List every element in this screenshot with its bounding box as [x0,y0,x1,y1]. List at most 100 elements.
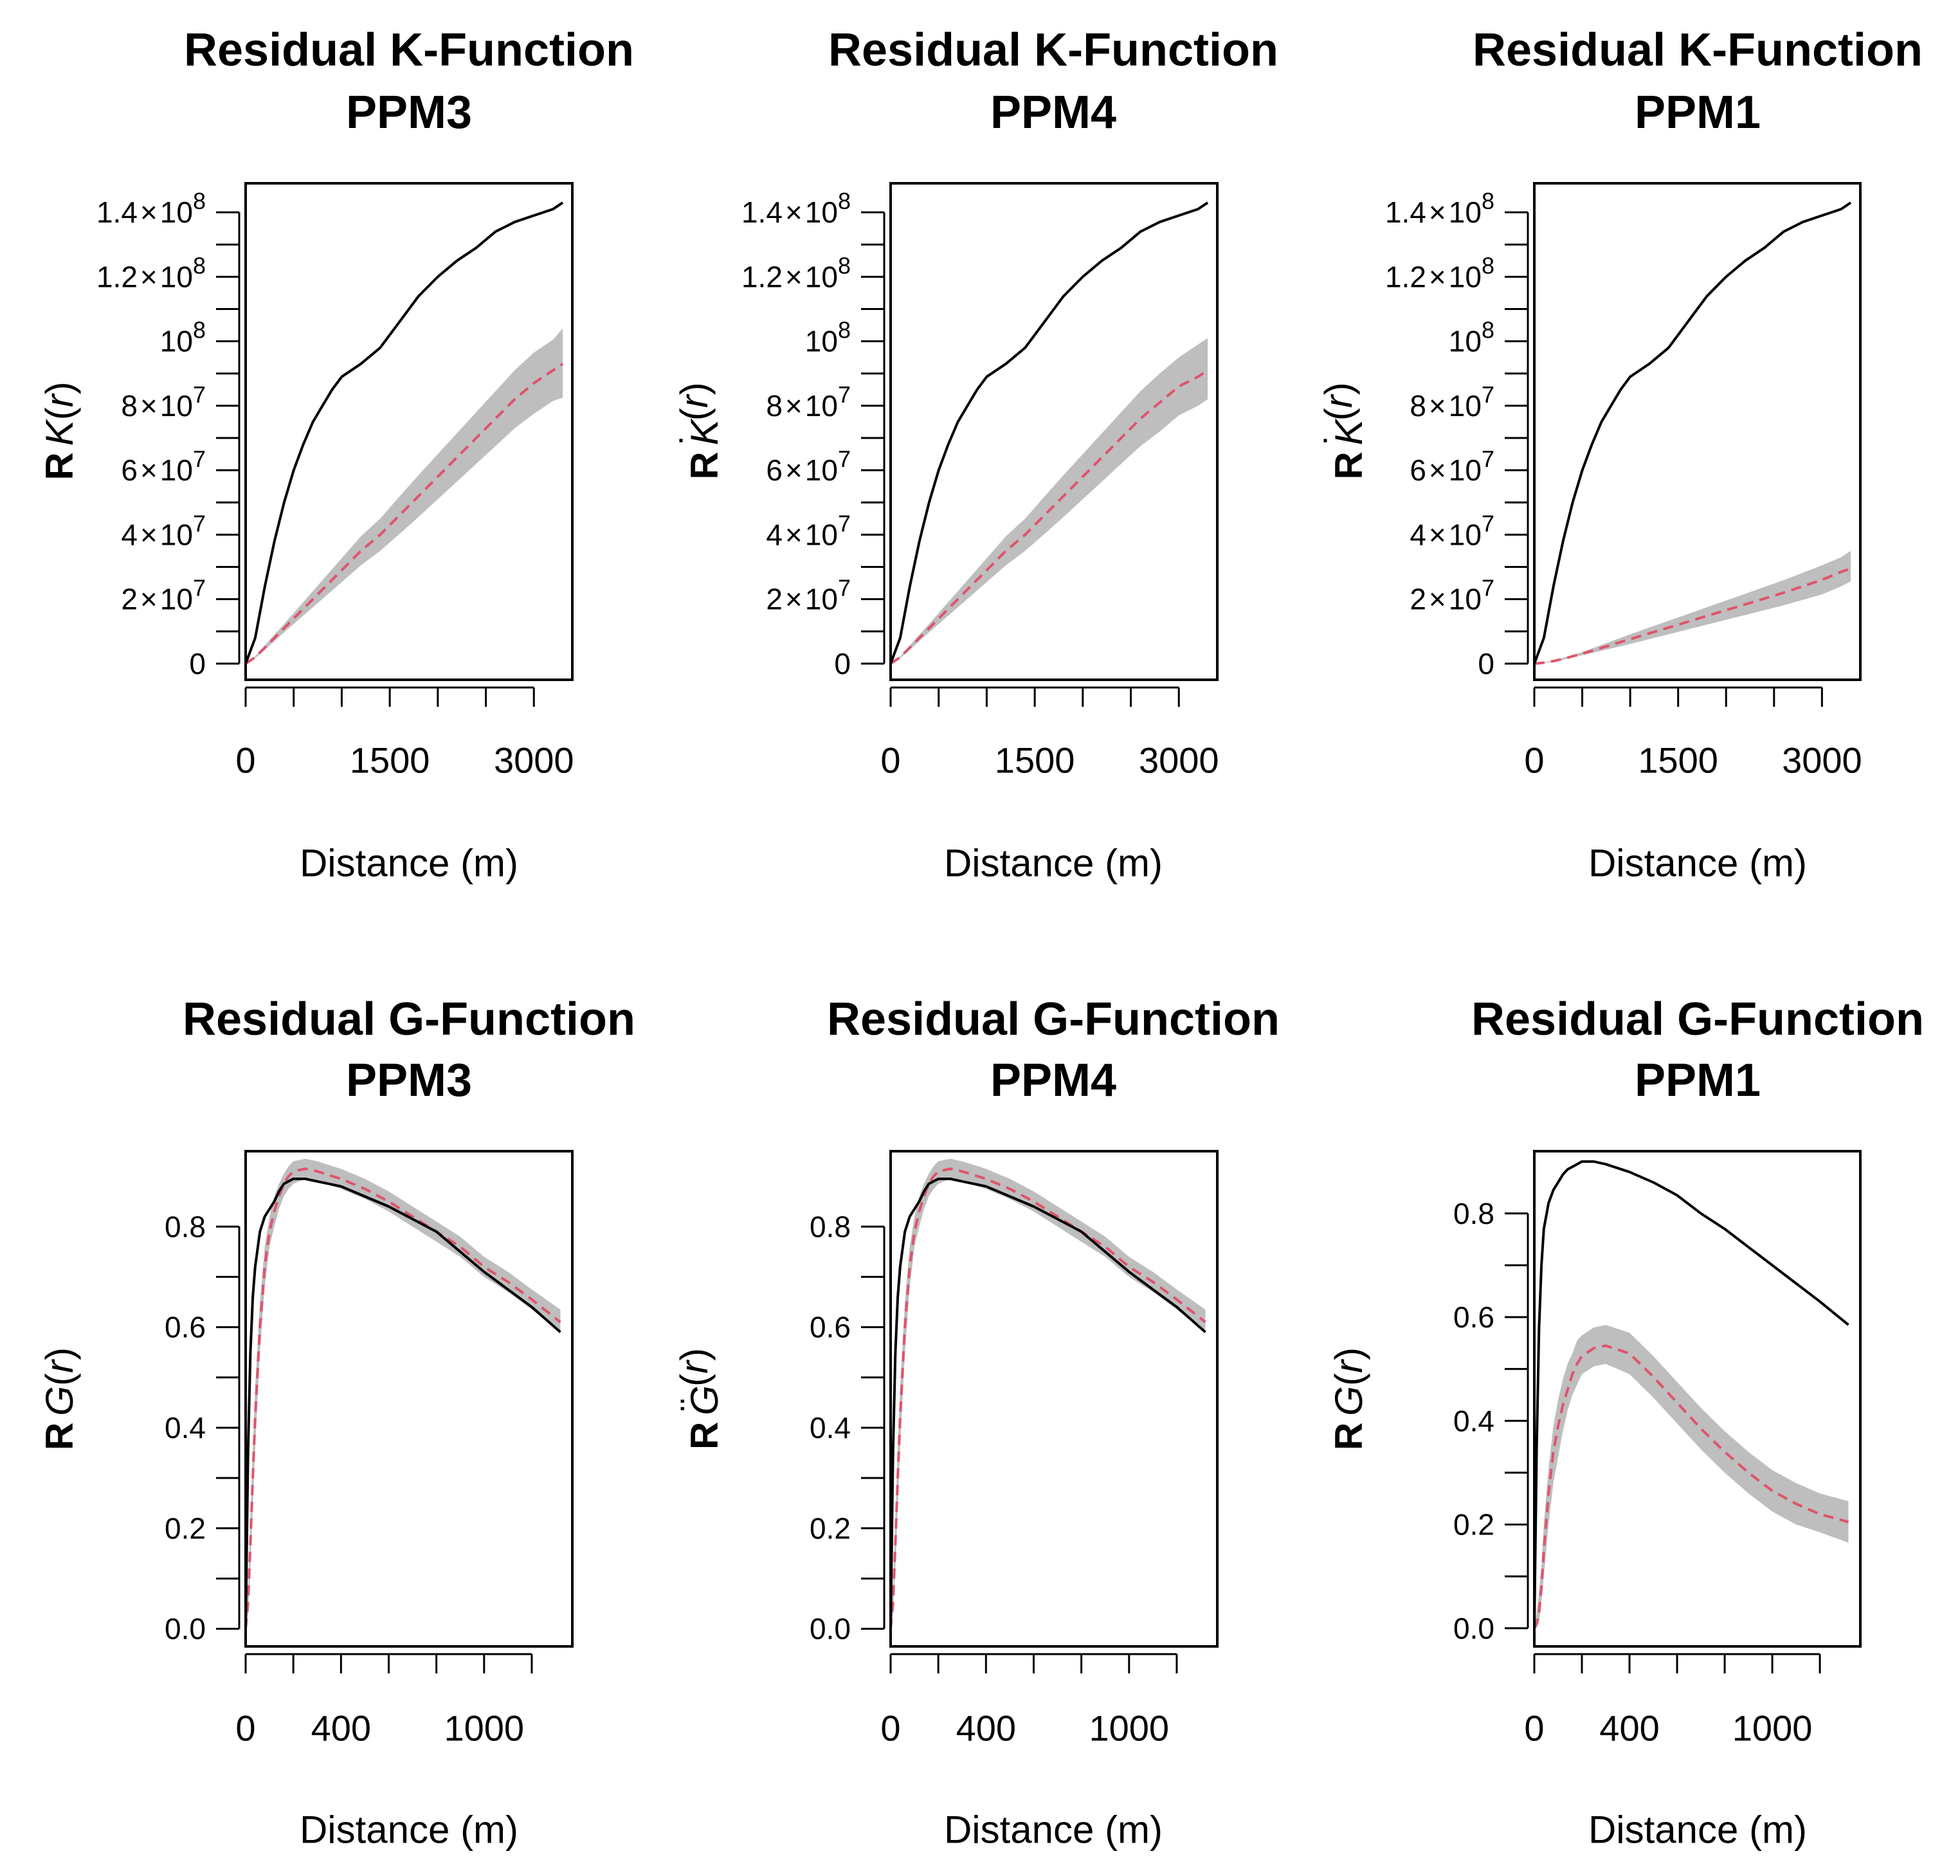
panel-subtitle: PPM1 [1635,87,1761,138]
observed-line [1533,1160,1849,1628]
y-tick-label: 1.4×108 [1385,188,1494,230]
x-tick-label: 0 [1524,1708,1544,1749]
x-tick-label: 0 [235,1708,255,1749]
y-tick-label: 0 [834,647,851,680]
y-tick-label: 2×107 [1410,574,1494,616]
theoretical-line [244,363,564,665]
x-tick-label: 1500 [1638,740,1718,781]
plot-frame [889,1150,1219,1648]
y-axis-label: RK˙(r) [1317,382,1370,479]
x-tick-label: 1500 [350,740,430,781]
y-tick-label: 0.8 [1453,1197,1494,1230]
x-tick-label: 3000 [1782,740,1862,781]
envelope-band [1534,1325,1849,1628]
x-tick-label: 0 [235,740,255,781]
y-tick-label: 108 [160,316,206,358]
envelope-band [891,338,1208,664]
envelope-band [246,328,563,664]
plot-frame [244,1150,574,1648]
panel-title: Residual K-Function [828,24,1278,76]
x-tick-label: 3000 [494,740,574,781]
x-axis-label: Distance (m) [944,1808,1163,1852]
x-axis-label: Distance (m) [944,842,1163,885]
x-tick-label: 1000 [444,1708,525,1749]
theoretical-line [889,369,1209,665]
x-tick-label: 400 [1599,1708,1659,1749]
x-axis-label: Distance (m) [300,1808,518,1852]
envelope-band [246,1158,561,1629]
y-axis-label: RK(r) [38,381,81,480]
y-tick-label: 6×107 [121,446,206,487]
x-tick-label: 1000 [1732,1708,1813,1749]
envelope-band [891,1158,1206,1629]
x-tick-label: 400 [311,1708,371,1749]
y-axis-label: RG(r) [1327,1347,1370,1450]
y-tick-label: 8×107 [766,381,851,423]
plot-frame [244,182,574,681]
plot-frame [1533,1150,1862,1648]
panel-title: Residual G-Function [1471,994,1924,1045]
y-tick-label: 0.2 [1453,1508,1494,1542]
x-axis-label: Distance (m) [1588,842,1807,885]
x-tick-label: 1500 [995,740,1075,781]
y-tick-label: 0.0 [165,1612,206,1646]
panel-title: Residual K-Function [1473,24,1923,76]
envelope-band [1534,551,1851,664]
y-tick-label: 2×107 [766,574,851,616]
y-tick-label: 0 [189,647,206,680]
y-axis-label: RK˙(r) [673,382,726,479]
y-tick-label: 0.8 [810,1210,851,1243]
y-axis-label: RG¨(r) [673,1348,726,1450]
y-tick-label: 6×107 [1410,446,1494,487]
panel-title: Residual K-Function [184,24,634,76]
panel-subtitle: PPM4 [990,1055,1116,1106]
x-axis-label: Distance (m) [300,842,518,885]
y-tick-label: 108 [805,316,851,358]
theoretical-line [244,1167,561,1629]
y-tick-label: 1.2×108 [741,252,851,294]
panel-subtitle: PPM4 [990,87,1116,138]
observed-line [889,1178,1206,1629]
y-tick-label: 0.8 [165,1210,206,1243]
y-tick-label: 0.6 [810,1311,851,1344]
panel-g-ppm1: Residual G-Function PPM1 0 400 1000 Distance … [1327,994,1925,1852]
y-tick-label: 0.6 [165,1311,206,1344]
y-tick-label: 0.4 [1453,1404,1494,1437]
y-tick-label: 4×107 [1410,510,1494,552]
observed-line [1533,201,1852,664]
plot-frame [889,182,1219,681]
x-tick-label: 400 [956,1708,1016,1749]
x-tick-label: 0 [880,740,900,781]
theoretical-line [1534,567,1851,665]
panel-subtitle: PPM3 [346,87,472,138]
y-tick-label: 1.2×108 [96,252,206,294]
y-tick-label: 1.2×108 [1385,252,1494,294]
y-tick-label: 8×107 [121,381,206,423]
x-tick-label: 3000 [1139,740,1219,781]
panel-k-ppm1: Residual K-Function PPM1 0 1500 3000 Distance… [1317,24,1923,885]
y-tick-label: 1.4×108 [96,188,206,230]
panel-g-ppm4: Residual G-Function PPM4 0 400 1000 Distance … [673,994,1280,1852]
x-tick-label: 0 [1524,740,1544,781]
observed-line [889,201,1209,664]
y-tick-label: 8×107 [1410,381,1494,423]
y-tick-label: 0.4 [165,1411,206,1444]
y-axis-label: RG(r) [38,1347,81,1450]
observed-line [244,201,564,664]
y-tick-label: 6×107 [766,446,851,487]
y-tick-label: 0.2 [165,1511,206,1545]
x-tick-label: 0 [880,1708,900,1749]
panel-subtitle: PPM3 [346,1055,472,1106]
y-tick-label: 4×107 [121,510,206,552]
panel-subtitle: PPM1 [1635,1055,1761,1106]
y-tick-label: 0.4 [810,1411,851,1444]
y-tick-label: 0.6 [1453,1300,1494,1334]
panel-title: Residual G-Function [183,994,635,1045]
panel-title: Residual G-Function [827,994,1280,1045]
y-tick-label: 2×107 [121,574,206,616]
x-axis-label: Distance (m) [1588,1808,1807,1852]
panel-k-ppm4: Residual K-Function PPM4 0 1500 3000 Distance… [673,24,1279,885]
y-tick-label: 0.0 [810,1612,851,1646]
y-tick-label: 0.0 [1453,1612,1494,1645]
